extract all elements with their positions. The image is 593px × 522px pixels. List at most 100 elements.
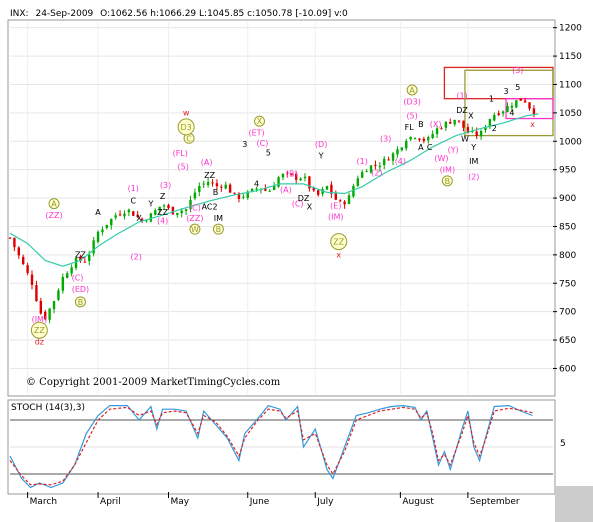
price-bar: [308, 175, 311, 192]
stoch-guide-lines: [10, 419, 553, 475]
wave-label-text: (C): [189, 204, 201, 213]
wave-label-15: (1): [128, 184, 139, 193]
price-bar: [303, 173, 307, 182]
price-bar: [523, 97, 527, 103]
bar-body: [145, 220, 148, 222]
bar-body: [246, 191, 249, 198]
wave-label-19: (5): [178, 163, 189, 172]
price-bar: [444, 121, 448, 132]
price-bar: [39, 297, 43, 315]
wave-label-34: (ET): [248, 129, 264, 138]
bar-body: [409, 136, 412, 140]
bar-body: [321, 189, 324, 195]
price-bar: [299, 177, 302, 182]
wave-label-text: ZZ: [333, 238, 344, 247]
bar-body: [303, 176, 307, 179]
price-bar: [158, 206, 161, 214]
bar-body: [92, 240, 95, 254]
wave-label-54: (5): [406, 112, 417, 121]
price-bar: [193, 188, 197, 201]
price-bar: [44, 309, 47, 321]
bar-body: [383, 158, 386, 166]
wave-label-58: B: [418, 120, 424, 129]
price-bar: [400, 147, 404, 152]
price-bar: [427, 135, 430, 144]
wave-label-text: (4): [157, 217, 168, 226]
bar-body: [206, 182, 210, 186]
wave-label-49: x: [336, 251, 341, 260]
bar-body: [176, 212, 179, 216]
wave-label-text: 3: [503, 87, 508, 96]
bar-body: [167, 204, 170, 209]
bar-body: [8, 237, 12, 239]
price-bar: [413, 137, 417, 140]
wave-label-text: (X): [430, 120, 442, 129]
month-label-6: September: [470, 497, 520, 507]
price-bar: [488, 118, 492, 130]
wave-label-text: (D3): [403, 97, 421, 106]
wave-label-text: A: [51, 200, 57, 209]
price-bar: [484, 124, 487, 133]
bar-body: [154, 210, 157, 215]
wave-label-51: (2): [371, 168, 382, 177]
header-symbol: INX:: [10, 9, 29, 19]
wave-label-text: (2): [131, 252, 142, 261]
wave-label-77: 5: [515, 83, 520, 92]
wave-label-circle: [212, 223, 224, 235]
bar-body: [48, 308, 51, 320]
price-bar: [79, 254, 82, 263]
bar-body: [118, 214, 122, 216]
wave-label-text: x: [336, 251, 341, 260]
wave-label-55: (D3): [403, 97, 421, 106]
bar-body: [66, 273, 69, 278]
wave-label-48: ZZ: [330, 233, 348, 251]
wave-label-31: IM: [214, 214, 223, 223]
bar-body: [361, 172, 364, 178]
price-bar: [316, 189, 320, 197]
bar-body: [497, 113, 500, 115]
wave-label-text: (1): [456, 92, 467, 101]
wave-label-32: B: [212, 223, 224, 235]
bar-body: [484, 127, 487, 131]
wave-label-text: (IM): [32, 315, 48, 324]
price-bar: [136, 210, 139, 218]
bar-body: [61, 276, 65, 291]
bar-body: [17, 247, 21, 256]
header-ohlc: O:1062.56 h:1066.29 L:1045.85 c:1050.78 …: [100, 9, 348, 19]
price-bar: [383, 156, 386, 170]
price-bars: [8, 97, 536, 324]
wave-label-text: x: [530, 120, 535, 129]
bar-body: [281, 174, 285, 178]
price-tick-650: 650: [559, 336, 576, 346]
wave-label-60: A: [418, 143, 424, 152]
bar-body: [13, 237, 16, 248]
price-bar: [30, 270, 34, 290]
bar-body: [519, 98, 522, 101]
price-bar: [532, 105, 536, 118]
wave-label-text: IM: [214, 214, 223, 223]
price-bar: [66, 271, 69, 279]
price-bar: [118, 210, 122, 217]
bar-body: [365, 171, 368, 173]
wave-label-text: W: [191, 225, 199, 234]
price-bar: [224, 181, 227, 190]
header-date: 24-Sep-2009: [35, 9, 93, 19]
wave-label-text: B: [213, 188, 219, 197]
price-bar: [515, 100, 518, 109]
wave-label-text: (W): [434, 154, 448, 163]
bar-body: [479, 131, 483, 137]
price-bar: [409, 136, 412, 142]
bar-body: [132, 211, 135, 216]
stoch-d-line: [9, 406, 533, 486]
bar-body: [180, 210, 183, 214]
wave-label-text: X: [257, 117, 263, 126]
price-bar: [206, 177, 210, 188]
bar-body: [400, 147, 404, 151]
price-bar: [105, 224, 109, 230]
price-bar: [101, 226, 104, 236]
bar-body: [171, 206, 175, 215]
wave-label-text: (ET): [248, 129, 264, 138]
bar-body: [422, 138, 426, 141]
wave-label-62: (W): [434, 154, 448, 163]
bar-body: [158, 206, 161, 211]
